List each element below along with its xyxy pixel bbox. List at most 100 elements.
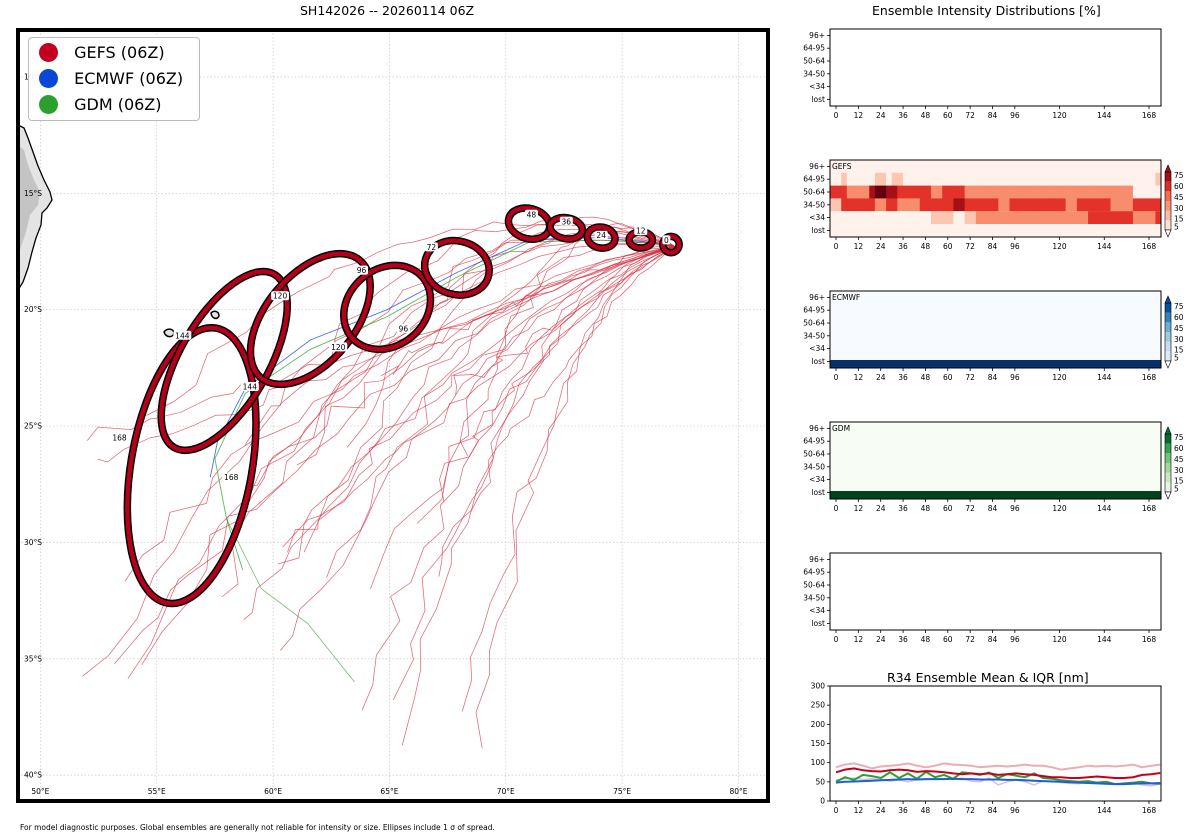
y-tick-label: lost [811,488,825,497]
gefs-cell [858,185,865,199]
gefs-cell [942,224,949,237]
y-tick-label: 96+ [809,555,825,564]
gefs-cell [959,185,966,199]
gefs-cell [914,172,921,186]
gefs-cell [998,198,1005,212]
colorbar-tip-bottom [1164,229,1172,238]
y-tick-label: 50-64 [803,581,825,590]
ellipse-label-96: 96 [399,324,409,333]
gefs-cell [863,185,870,199]
madagascar-coastline [18,124,53,291]
gefs-cell [942,185,949,199]
colorbar-band [1165,210,1171,221]
gefs-cell [874,185,881,199]
gefs-cell [830,172,837,186]
gefs-cell [1144,198,1151,212]
gefs-cell [964,224,971,237]
colorbar-tick: 30 [1174,204,1184,213]
gefs-cell [936,224,943,237]
gefs-cell [869,160,876,173]
gefs-cell [1015,160,1022,173]
gefs-cell [1093,211,1100,225]
gefs-cell [1020,198,1027,212]
gefs-cell [964,185,971,199]
ellipse-label-bg [355,265,369,275]
x-tick-label: 24 [876,242,886,251]
gefs-cell [1037,172,1044,186]
gefs-cell [970,211,977,225]
gefs-cell [1104,172,1111,186]
gefs-cell [1037,160,1044,173]
gefs-cell [970,172,977,186]
panel-frame-top [829,290,1162,369]
colorbar-tick: 60 [1174,313,1184,322]
gefs-cell [1138,198,1145,212]
lat-label: 35°S [24,654,42,663]
gefs-cell [1020,160,1027,173]
gefs-cell [1020,172,1027,186]
ellipse-tau-168 [125,325,259,606]
gefs-cell [1043,185,1050,199]
y-tick-label: 34-50 [803,200,825,209]
ellipse-label-bg [110,433,129,443]
gefs-member-track [244,219,676,446]
x-tick-label: 84 [988,242,998,251]
gefs-cell [869,224,876,237]
gefs-cell [1082,185,1089,199]
gefs-cell [919,198,926,212]
gefs-cell [1088,185,1095,199]
x-tick-label: 0 [834,635,839,644]
r34-x-tick-label: 72 [965,806,975,815]
intensity-title: Ensemble Intensity Distributions [%] [872,3,1101,18]
ellipse-label-12: 12 [636,227,646,236]
gefs-cell [1088,160,1095,173]
gefs-cell [1121,198,1128,212]
gefs-cell [1060,224,1067,237]
gefs-cell [891,172,898,186]
y-tick-label: <34 [809,475,825,484]
colorbar-tip-bottom [1164,360,1172,369]
gefs-cell [914,185,921,199]
gefs-cell [1003,172,1010,186]
gefs-cell [1003,224,1010,237]
ellipse-label-bg [222,472,241,482]
gefs-cell [1026,185,1033,199]
gefs-cell [1155,160,1162,173]
r34-x-tick-label: 168 [1142,806,1157,815]
x-tick-label: 24 [876,111,886,120]
gefs-member-track [82,235,676,677]
gefs-cell [869,198,876,212]
intensity-panel-4: 96+ 64-95 50-64 34-50 <34 lost 0 12 24 36 48 60 72 84… [803,552,1162,644]
ellipse-label-bg [271,291,290,301]
gefs-cell [874,224,881,237]
x-tick-label: 12 [854,373,864,382]
colorbar-tick: 45 [1174,455,1184,464]
x-tick-label: 84 [988,504,998,513]
gefs-cell [1110,198,1117,212]
y-tick-label: <34 [809,213,825,222]
x-tick-label: 120 [1052,111,1067,120]
gefs-cell [874,160,881,173]
r34-gefs-upper [835,762,1161,771]
gefs-cell [942,160,949,173]
x-tick-label: 0 [834,242,839,251]
r34-panel: 300 250 200 150 100 50 00 12 24 36 48 60 72 84 96 120 14… [811,682,1162,815]
gefs-cell [830,160,837,173]
ellipse-label-bg [634,226,648,236]
gefs-cell [874,198,881,212]
gefs-cell [942,211,949,225]
gefs-member-track [97,246,676,463]
gefs-cell [1009,198,1016,212]
gefs-cell [1093,185,1100,199]
gefs-cell [925,224,932,237]
x-tick-label: 60 [943,242,953,251]
gefs-cell [975,172,982,186]
gefs-cell [975,160,982,173]
gefs-cell [1071,211,1078,225]
gefs-cell [1149,185,1156,199]
gefs-cell [925,198,932,212]
gefs-cell [886,160,893,173]
gefs-cell [964,172,971,186]
colorbar-band [1165,191,1171,201]
gefs-cell [858,160,865,173]
